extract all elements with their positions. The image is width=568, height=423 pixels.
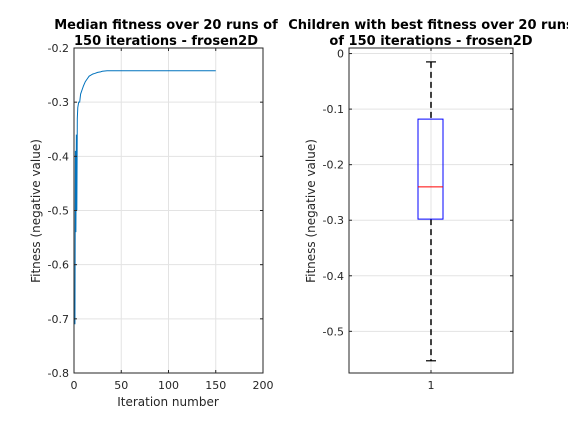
left-x-tick-label: 0 [71,379,78,392]
box [417,118,444,220]
left-y-tick-label: -0.6 [48,259,69,272]
right-y-tick-labels: 0 -0.1 -0.2 -0.3 -0.4 -0.5 [323,48,344,339]
right-y-tick-label: -0.2 [323,159,344,172]
left-y-tick-label: -0.3 [48,96,69,109]
right-ticks [349,48,513,373]
right-panel: Children with best fitness over 20 runs … [288,18,568,392]
left-y-tick-label: -0.7 [48,313,69,326]
left-chart-title-line-1: Median fitness over 20 runs of [54,18,278,33]
left-grid [73,47,264,374]
left-x-tick-label: 200 [253,379,274,392]
left-ticks [73,47,264,374]
left-y-tick-label: -0.2 [48,42,69,55]
left-x-tick-label: 50 [114,379,128,392]
left-series-line [74,70,216,325]
left-y-tick-label: -0.4 [48,150,69,163]
right-chart-title-line-1: Children with best fitness over 20 runs [288,18,568,33]
right-y-tick-label: -0.3 [323,214,344,227]
right-y-tick-label: -0.4 [323,270,344,283]
left-y-tick-labels: -0.8 -0.7 -0.6 -0.5 -0.4 -0.3 -0.2 [48,42,69,380]
left-y-axis-label: Fitness (negative value) [29,139,43,283]
left-y-tick-label: -0.8 [48,367,69,380]
right-y-tick-label: -0.5 [323,325,344,338]
left-x-tick-label: 100 [158,379,179,392]
left-x-axis-label: Iteration number [117,395,219,409]
left-panel: Median fitness over 20 runs of 150 itera… [29,18,278,409]
right-y-tick-label: 0 [337,48,344,61]
right-x-tick-label: 1 [428,379,435,392]
left-chart-title-line-2: 150 iterations - frosen2D [74,34,258,49]
right-chart-title-line-2: of 150 iterations - frosen2D [329,34,532,49]
left-y-tick-label: -0.5 [48,205,69,218]
right-y-tick-label: -0.1 [323,103,344,116]
left-x-tick-labels: 0 50 100 150 200 [71,379,274,392]
right-y-axis-label: Fitness (negative value) [304,139,318,283]
left-x-tick-label: 150 [205,379,226,392]
